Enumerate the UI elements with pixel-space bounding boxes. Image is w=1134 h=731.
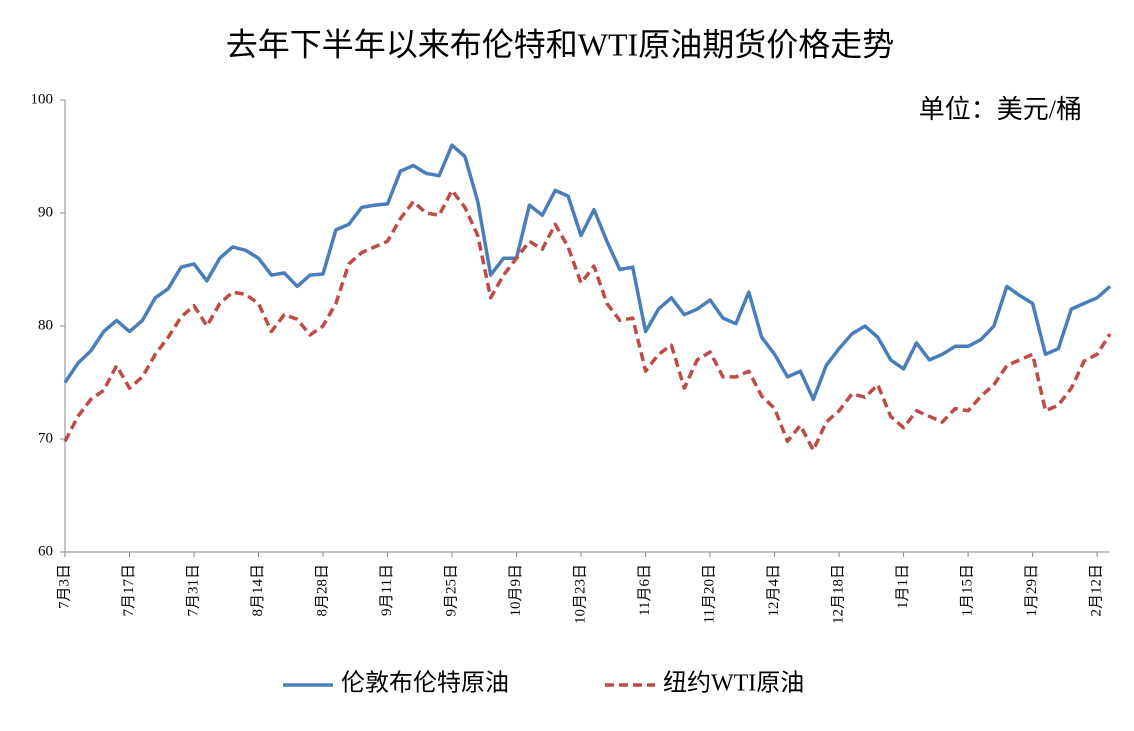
legend-label: 纽约WTI原油 (663, 670, 804, 697)
x-tick-label: 11月20日 (701, 564, 717, 623)
x-tick-label: 8月28日 (314, 564, 330, 617)
y-tick-label: 70 (38, 430, 53, 446)
series-line (63, 188, 1112, 453)
x-tick-label: 1月1日 (895, 564, 911, 609)
y-tick-label: 90 (38, 204, 53, 220)
y-tick-label: 60 (38, 543, 53, 559)
x-tick-label: 11月6日 (637, 564, 653, 616)
x-tick-label: 12月4日 (766, 564, 782, 617)
x-tick-label: 10月23日 (572, 564, 588, 624)
x-tick-label: 2月12日 (1089, 564, 1105, 617)
x-tick-label: 1月29日 (1024, 564, 1040, 617)
x-tick-label: 7月3日 (56, 564, 72, 609)
x-tick-label: 9月11日 (379, 564, 395, 616)
x-tick-label: 9月25日 (443, 564, 459, 617)
y-tick-label: 100 (31, 91, 54, 107)
x-tick-label: 1月15日 (960, 564, 976, 617)
legend-label: 伦敦布伦特原油 (341, 670, 509, 697)
chart-title: 去年下半年以来布伦特和WTI原油期货价格走势 (226, 26, 894, 62)
x-tick-label: 8月14日 (250, 564, 266, 617)
series-line (63, 143, 1112, 402)
x-tick-label: 7月17日 (121, 564, 137, 617)
y-tick-label: 80 (38, 317, 53, 333)
x-tick-label: 12月18日 (831, 564, 847, 624)
x-tick-label: 7月31日 (185, 564, 201, 617)
x-tick-label: 10月9日 (508, 564, 524, 617)
unit-annotation: 单位：美元/桶 (919, 95, 1082, 124)
